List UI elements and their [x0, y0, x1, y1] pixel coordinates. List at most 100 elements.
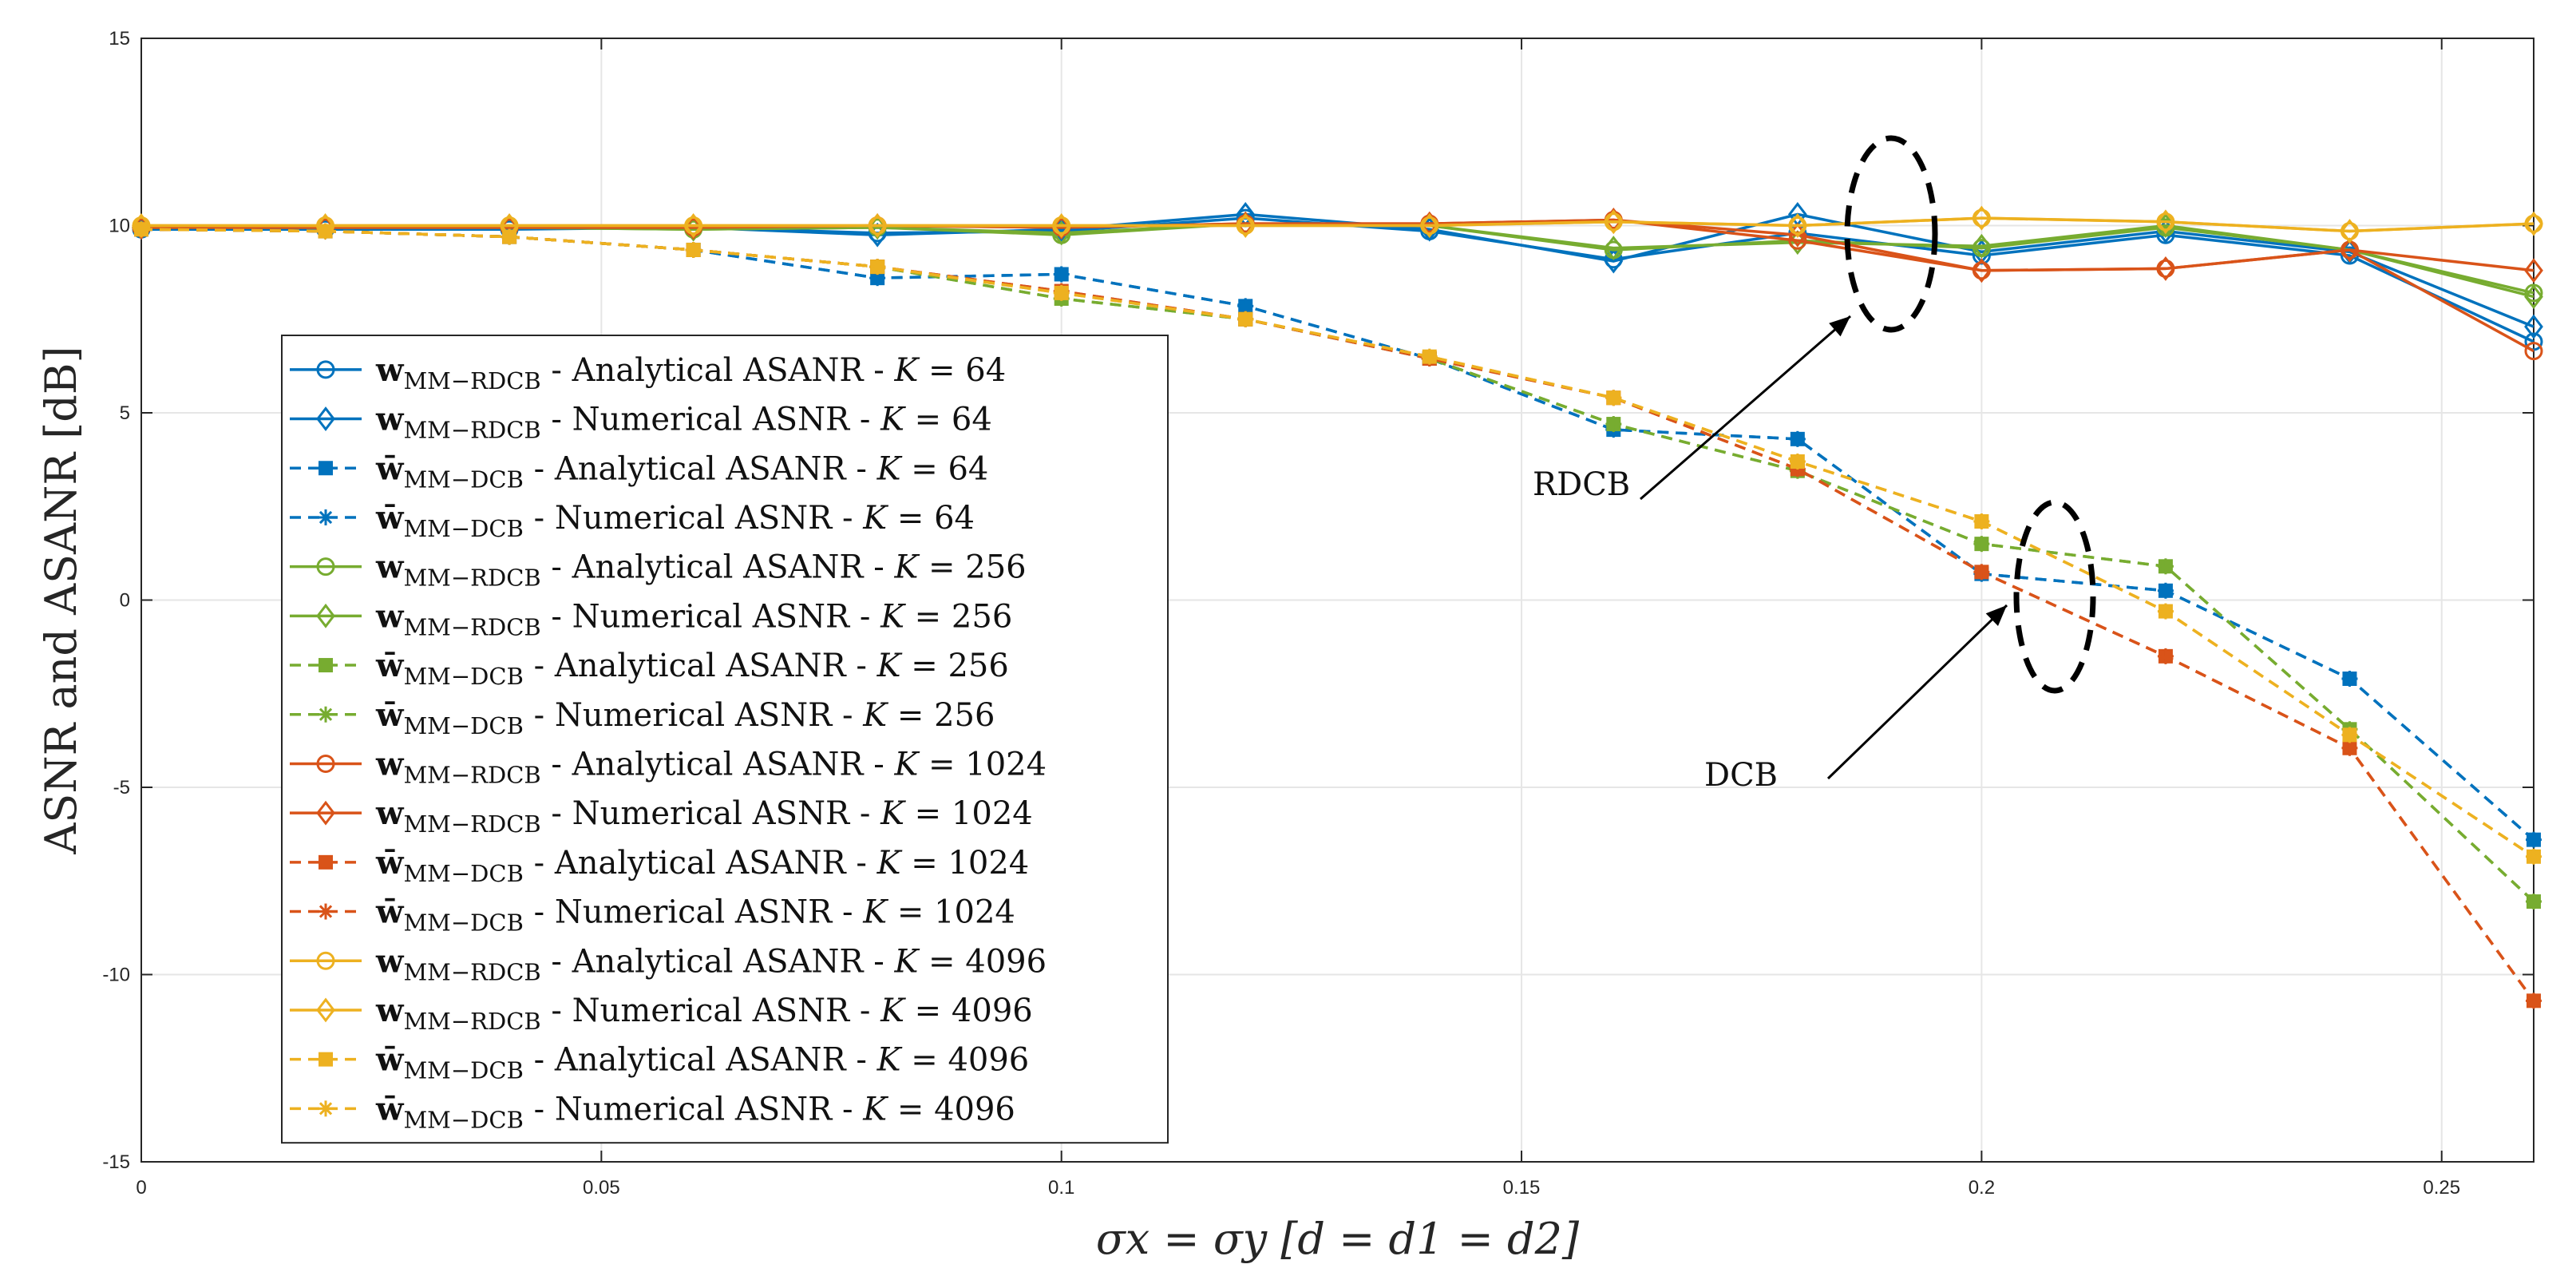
legend-sep: -	[832, 500, 863, 537]
diamond-marker	[316, 997, 335, 1023]
data-point	[1787, 213, 1807, 238]
legend-entry: wMM−RDCB - Numerical ASNR - K = 256	[290, 597, 1012, 640]
legend-desc: Numerical ASNR	[555, 697, 833, 734]
asterisk-stroke	[1055, 286, 1068, 300]
data-point	[1421, 348, 1438, 365]
legend-desc: Numerical ASNR	[572, 402, 851, 438]
diamond-marker	[2524, 284, 2543, 310]
legend-vector: w̄	[375, 894, 405, 931]
asterisk-marker	[2526, 848, 2542, 865]
y-tick-label: -5	[113, 777, 130, 798]
legend-vector: w̄	[375, 450, 405, 487]
legend-vector: w	[375, 597, 405, 635]
asterisk-marker	[318, 706, 334, 723]
data-point	[2157, 648, 2174, 664]
legend-vector: w	[375, 401, 405, 438]
legend-label: wMM−RDCB - Analytical ASANR - K = 64	[375, 351, 1006, 394]
annotation-ellipse	[1844, 135, 1938, 333]
legend-k-symbol: K	[876, 1042, 903, 1079]
asterisk-stroke	[2159, 604, 2173, 618]
asterisk-stroke	[2159, 649, 2173, 663]
legend-k-value: 4096	[965, 943, 1047, 980]
y-tick-label: 5	[120, 402, 130, 424]
legend-entry: wMM−RDCB - Numerical ASNR - K = 1024	[290, 795, 1033, 838]
legend-eq: =	[904, 598, 952, 635]
legend-eq: =	[904, 993, 952, 1029]
diamond-marker	[1604, 209, 1624, 235]
asterisk-marker	[2526, 993, 2542, 1009]
legend-sep: -	[832, 894, 863, 931]
asterisk-stroke	[1055, 267, 1068, 281]
legend-entry: wMM−RDCB - Analytical ASANR - K = 256	[290, 549, 1027, 592]
legend-subscript: MM−RDCB	[403, 810, 540, 838]
series-line	[141, 216, 2534, 233]
legend-sep: -	[524, 450, 555, 487]
data-point	[1236, 213, 1256, 238]
data-point	[1604, 236, 1624, 261]
legend-k-value: 64	[934, 500, 975, 537]
legend-sep: -	[846, 450, 877, 487]
data-point	[2526, 848, 2542, 865]
data-point	[868, 213, 888, 238]
legend-label: w̄MM−DCB - Analytical ASANR - K = 1024	[375, 844, 1029, 887]
legend-eq: =	[887, 1091, 934, 1127]
series-line	[141, 222, 2534, 295]
legend-desc: Numerical ASNR	[555, 500, 833, 537]
legend-sep: -	[524, 648, 555, 684]
asterisk-stroke	[1791, 454, 1804, 469]
legend-sep: -	[541, 943, 572, 980]
legend-sep: -	[541, 993, 572, 1029]
asterisk-stroke	[502, 230, 516, 244]
legend-subscript: MM−DCB	[403, 1106, 523, 1133]
y-tick-label: 0	[120, 590, 130, 612]
circle-marker	[316, 557, 335, 577]
legend-k-symbol: K	[893, 943, 920, 980]
legend-k-symbol: K	[880, 795, 906, 832]
asterisk-stroke	[2159, 584, 2173, 597]
x-tick-label: 0.15	[1503, 1177, 1541, 1199]
asterisk-stroke	[1239, 312, 1252, 326]
legend-label: wMM−RDCB - Analytical ASANR - K = 256	[375, 549, 1027, 592]
axis-ticks: 0 0.05 0.1 0.15 0.2 0.25 -15 -10 -5 0 5 10 15	[102, 28, 2534, 1199]
diamond-marker	[316, 800, 335, 826]
asterisk-marker	[317, 223, 334, 240]
y-axis-label: ASNR and ASANR [dB]	[36, 346, 86, 854]
x-tick-label: 0	[136, 1177, 146, 1199]
legend-k-value: 64	[952, 402, 992, 438]
data-point	[2524, 258, 2543, 283]
series-line	[140, 228, 2535, 841]
legend-k-value: 4096	[934, 1091, 1015, 1127]
asterisk-stroke	[2527, 994, 2541, 1008]
diamond-marker	[2340, 219, 2360, 244]
data-point	[133, 221, 149, 238]
data-point	[1237, 311, 1254, 327]
legend-sep: -	[541, 549, 572, 586]
legend-k-symbol: K	[862, 894, 888, 931]
asterisk-marker	[1789, 430, 1806, 447]
annotation-dcb: DCB	[1704, 499, 2096, 794]
legend-k-symbol: K	[880, 993, 906, 1029]
legend-subscript: MM−DCB	[403, 712, 523, 739]
data-point	[1051, 213, 1071, 238]
legend-eq: =	[904, 402, 952, 438]
asterisk-marker	[318, 1100, 334, 1117]
data-point	[1053, 266, 1070, 283]
legend-eq: =	[904, 795, 952, 832]
legend-box	[281, 335, 1169, 1144]
legend-sep: -	[541, 795, 572, 832]
legend-desc: Numerical ASNR	[555, 894, 833, 931]
circle-marker	[2524, 342, 2543, 361]
circle-marker	[316, 951, 335, 970]
legend-k-symbol: K	[893, 746, 920, 783]
legend-label: w̄MM−DCB - Analytical ASANR - K = 64	[375, 450, 988, 493]
asterisk-marker	[1605, 390, 1622, 406]
annotation-arrow	[1826, 604, 2008, 780]
asterisk-stroke	[319, 707, 333, 721]
legend-k-value: 256	[948, 648, 1008, 684]
asterisk-stroke	[1975, 537, 1988, 551]
asterisk-stroke	[2527, 850, 2541, 863]
legend-sep: -	[849, 402, 880, 438]
diamond-marker	[2156, 209, 2175, 235]
data-point	[501, 228, 518, 245]
data-point	[2341, 670, 2358, 687]
